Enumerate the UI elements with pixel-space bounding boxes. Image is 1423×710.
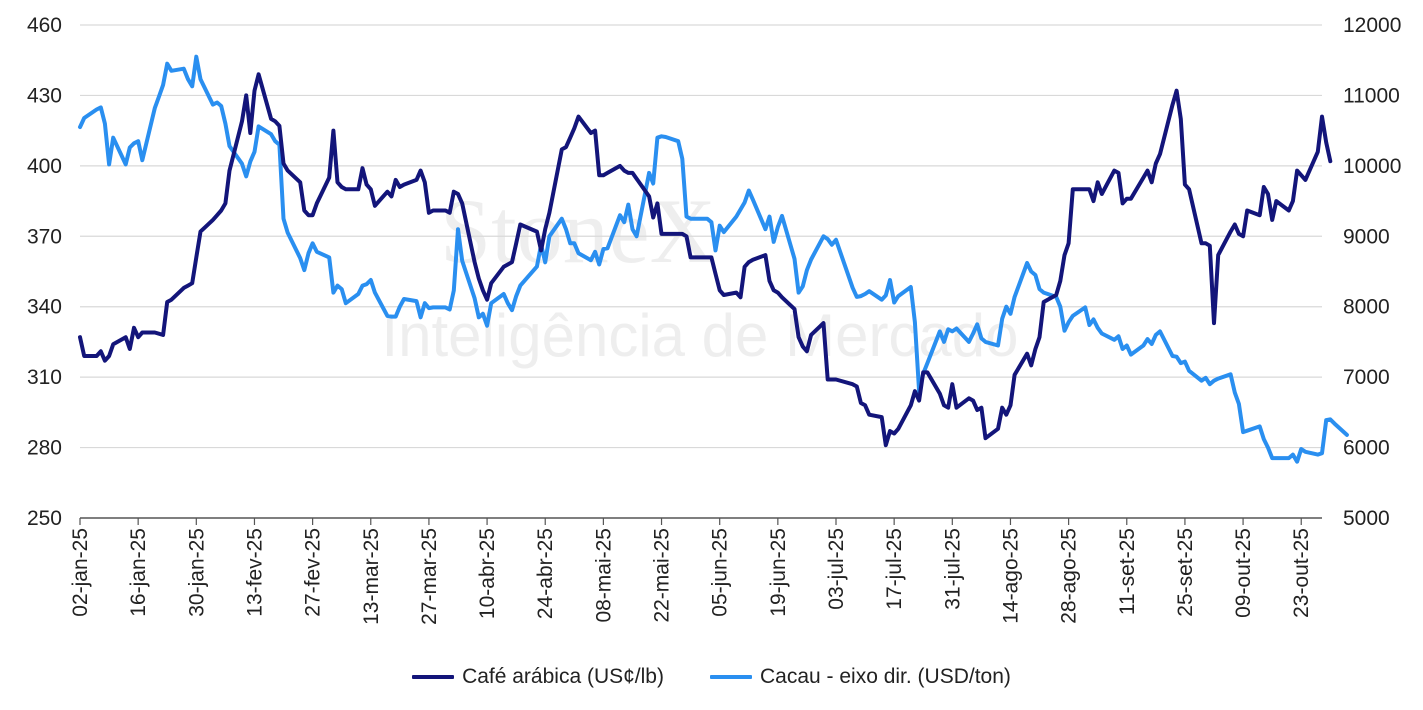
y-left-tick-label: 400 xyxy=(27,155,62,178)
x-tick-label: 13-fev-25 xyxy=(243,528,266,617)
y-right-tick-label: 7000 xyxy=(1343,366,1390,389)
x-tick-label: 02-jan-25 xyxy=(69,528,92,617)
y-right-tick-label: 10000 xyxy=(1343,155,1401,178)
watermark-brand: StoneX xyxy=(440,180,716,282)
y-right-tick-label: 9000 xyxy=(1343,225,1390,248)
x-tick-label: 24-abr-25 xyxy=(534,528,557,619)
x-tick-label: 19-jun-25 xyxy=(767,528,790,617)
x-axis: 02-jan-25 16-jan-25 30-jan-25 13-fev-25 27-f… xyxy=(69,517,1322,625)
legend-swatch-coffee xyxy=(412,675,455,679)
y-right-tick-label: 8000 xyxy=(1343,296,1390,319)
x-tick-label: 25-set-25 xyxy=(1174,528,1197,617)
series-line-coffee xyxy=(78,72,1333,448)
x-tick-label: 09-out-25 xyxy=(1232,528,1255,618)
y-left-tick-label: 280 xyxy=(27,437,62,460)
legend-swatch-cocoa xyxy=(709,675,752,679)
legend-item-coffee: Café arábica (US¢/lb) xyxy=(412,665,664,689)
y-right-tick-label: 11000 xyxy=(1343,84,1400,107)
x-tick-label: 05-jun-25 xyxy=(709,528,732,617)
x-tick-label: 13-mar-25 xyxy=(360,528,383,625)
y-left-tick-label: 310 xyxy=(27,366,62,389)
x-tick-label: 22-mai-25 xyxy=(651,528,674,623)
y-left-tick-label: 460 xyxy=(27,14,62,37)
series-layer xyxy=(78,54,1349,464)
y-left-tick-label: 340 xyxy=(27,296,62,319)
x-tick-label: 14-ago-25 xyxy=(999,528,1022,624)
y-right-tick-label: 12000 xyxy=(1343,14,1401,37)
x-tick-label: 23-out-25 xyxy=(1290,528,1313,618)
x-tick-label: 10-abr-25 xyxy=(476,528,499,619)
x-tick-label: 16-jan-25 xyxy=(127,528,150,617)
x-tick-label: 27-mar-25 xyxy=(418,528,441,625)
x-tick-label: 28-ago-25 xyxy=(1058,528,1081,624)
x-tick-label: 17-jul-25 xyxy=(883,528,906,610)
x-tick-label: 03-jul-25 xyxy=(825,528,848,610)
left-axis: 250 280 310 340 370 400 430 460 xyxy=(27,14,62,530)
y-right-tick-label: 6000 xyxy=(1343,437,1390,460)
y-left-tick-label: 430 xyxy=(27,84,62,107)
x-tick-label: 08-mai-25 xyxy=(592,528,615,623)
y-right-tick-label: 5000 xyxy=(1343,507,1390,530)
y-left-tick-label: 370 xyxy=(27,225,62,248)
y-left-tick-label: 250 xyxy=(27,507,62,530)
legend: Café arábica (US¢/lb) Cacau - eixo dir. … xyxy=(0,660,1423,694)
legend-item-cocoa: Cacau - eixo dir. (USD/ton) xyxy=(709,665,1011,689)
x-tick-label: 27-fev-25 xyxy=(302,528,325,617)
x-tick-label: 31-jul-25 xyxy=(941,528,964,610)
chart: StoneX Inteligência de Mercado 250280310… xyxy=(27,14,1401,625)
x-tick-label: 30-jan-25 xyxy=(185,528,208,617)
x-tick-label: 11-set-25 xyxy=(1116,528,1139,615)
legend-label-cocoa: Cacau - eixo dir. (USD/ton) xyxy=(759,665,1011,688)
right-axis: 5000 6000 7000 8000 9000 10000 11000 12000 xyxy=(1343,14,1401,530)
series-line-cocoa xyxy=(78,54,1349,464)
gridlines xyxy=(80,24,1322,449)
legend-label-coffee: Café arábica (US¢/lb) xyxy=(462,665,664,688)
